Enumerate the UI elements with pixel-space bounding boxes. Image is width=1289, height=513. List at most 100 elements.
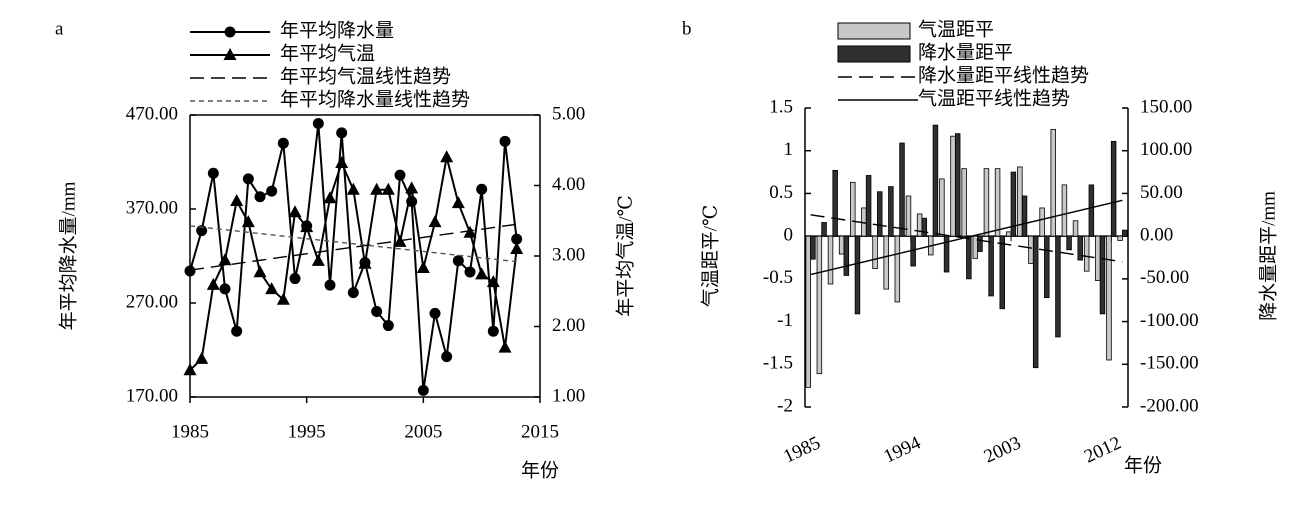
y-tick-label: -0.5 <box>763 267 793 288</box>
bar <box>827 235 834 285</box>
point <box>358 256 372 269</box>
legend-swatch <box>837 22 911 40</box>
bar <box>1077 235 1083 261</box>
point <box>347 287 359 299</box>
x-axis-title: 年份 <box>521 459 559 481</box>
bar <box>821 222 827 237</box>
bar <box>1039 207 1045 237</box>
point <box>266 185 278 197</box>
x-tick-label: 1994 <box>881 432 925 467</box>
bar <box>1066 235 1072 251</box>
x-tick-label: 2003 <box>981 432 1024 467</box>
legend-label: 气温距平 <box>918 18 994 40</box>
bar <box>950 135 956 237</box>
bar <box>994 168 1001 237</box>
bar <box>1050 128 1057 237</box>
bar <box>1072 220 1079 237</box>
bar <box>1032 235 1039 369</box>
point <box>499 135 511 147</box>
y2-tick-label: 1.00 <box>552 385 585 406</box>
point <box>219 283 231 295</box>
bar <box>1106 235 1112 361</box>
bar <box>1055 235 1061 338</box>
point <box>253 265 267 278</box>
point <box>475 267 489 280</box>
point <box>184 265 196 277</box>
point <box>336 127 348 139</box>
bar <box>883 235 889 290</box>
y-tick-label: 470.00 <box>126 103 178 124</box>
point <box>511 233 523 245</box>
point <box>464 266 476 278</box>
y-tick-label: 370.00 <box>126 197 178 218</box>
point <box>207 167 219 179</box>
x-tick-label: 1995 <box>288 421 326 442</box>
bar <box>888 186 894 237</box>
point <box>312 117 324 129</box>
legend-label: 年平均降水量 <box>280 19 394 41</box>
bar <box>988 235 994 297</box>
y2-axis-title: 年平均气温/℃ <box>614 195 636 317</box>
x-tick-label: 2015 <box>521 421 559 442</box>
bar <box>905 195 912 237</box>
legend-marker <box>224 26 236 38</box>
bar <box>899 142 905 237</box>
legend-swatch <box>837 45 911 63</box>
bar <box>854 235 861 315</box>
bar <box>916 213 923 237</box>
point <box>428 215 442 228</box>
point <box>370 182 384 195</box>
point <box>346 182 360 195</box>
bar <box>921 217 928 237</box>
point <box>196 225 208 237</box>
bar <box>977 235 983 252</box>
y-tick-label: 270.00 <box>126 291 178 312</box>
x-axis-title: 年份 <box>1124 454 1162 476</box>
bar <box>805 235 811 388</box>
point <box>441 351 453 363</box>
y2-tick-label: 2.00 <box>552 315 585 336</box>
bar <box>894 235 901 303</box>
bar <box>954 133 961 237</box>
bar <box>832 169 838 237</box>
y-tick-label: -1 <box>777 310 793 331</box>
bar <box>1095 235 1101 281</box>
bar <box>939 178 945 237</box>
panel-label: a <box>55 18 64 39</box>
bar <box>1110 140 1117 237</box>
point <box>183 363 197 376</box>
bar <box>865 175 872 237</box>
bar <box>843 235 850 276</box>
legend-marker <box>223 48 237 60</box>
legend-label: 降水量距平 <box>918 41 1013 63</box>
y2-tick-label: 3.00 <box>552 244 585 265</box>
bar <box>838 235 845 255</box>
bar <box>872 235 878 270</box>
bar <box>1088 184 1095 237</box>
point <box>289 273 301 285</box>
x-tick-label: 1985 <box>780 432 823 467</box>
point <box>323 191 337 204</box>
point <box>463 225 477 238</box>
bar <box>983 168 990 237</box>
point <box>440 150 454 163</box>
y2-tick-label: 5.00 <box>552 103 585 124</box>
y-tick-label: 1 <box>784 139 794 160</box>
bar <box>966 235 972 280</box>
point <box>335 155 349 168</box>
y2-tick-label: 100.00 <box>1140 139 1192 160</box>
point <box>416 260 430 273</box>
bar <box>999 235 1005 310</box>
point <box>241 215 255 228</box>
bar <box>1021 195 1028 237</box>
y2-tick-label: -150.00 <box>1140 353 1199 374</box>
point <box>231 325 243 337</box>
y2-tick-label: 0.00 <box>1140 225 1173 246</box>
y-tick-label: -1.5 <box>763 353 793 374</box>
point <box>324 279 336 291</box>
bar <box>1083 235 1090 272</box>
bar <box>1117 235 1123 241</box>
bar <box>850 181 856 237</box>
point <box>382 320 394 332</box>
